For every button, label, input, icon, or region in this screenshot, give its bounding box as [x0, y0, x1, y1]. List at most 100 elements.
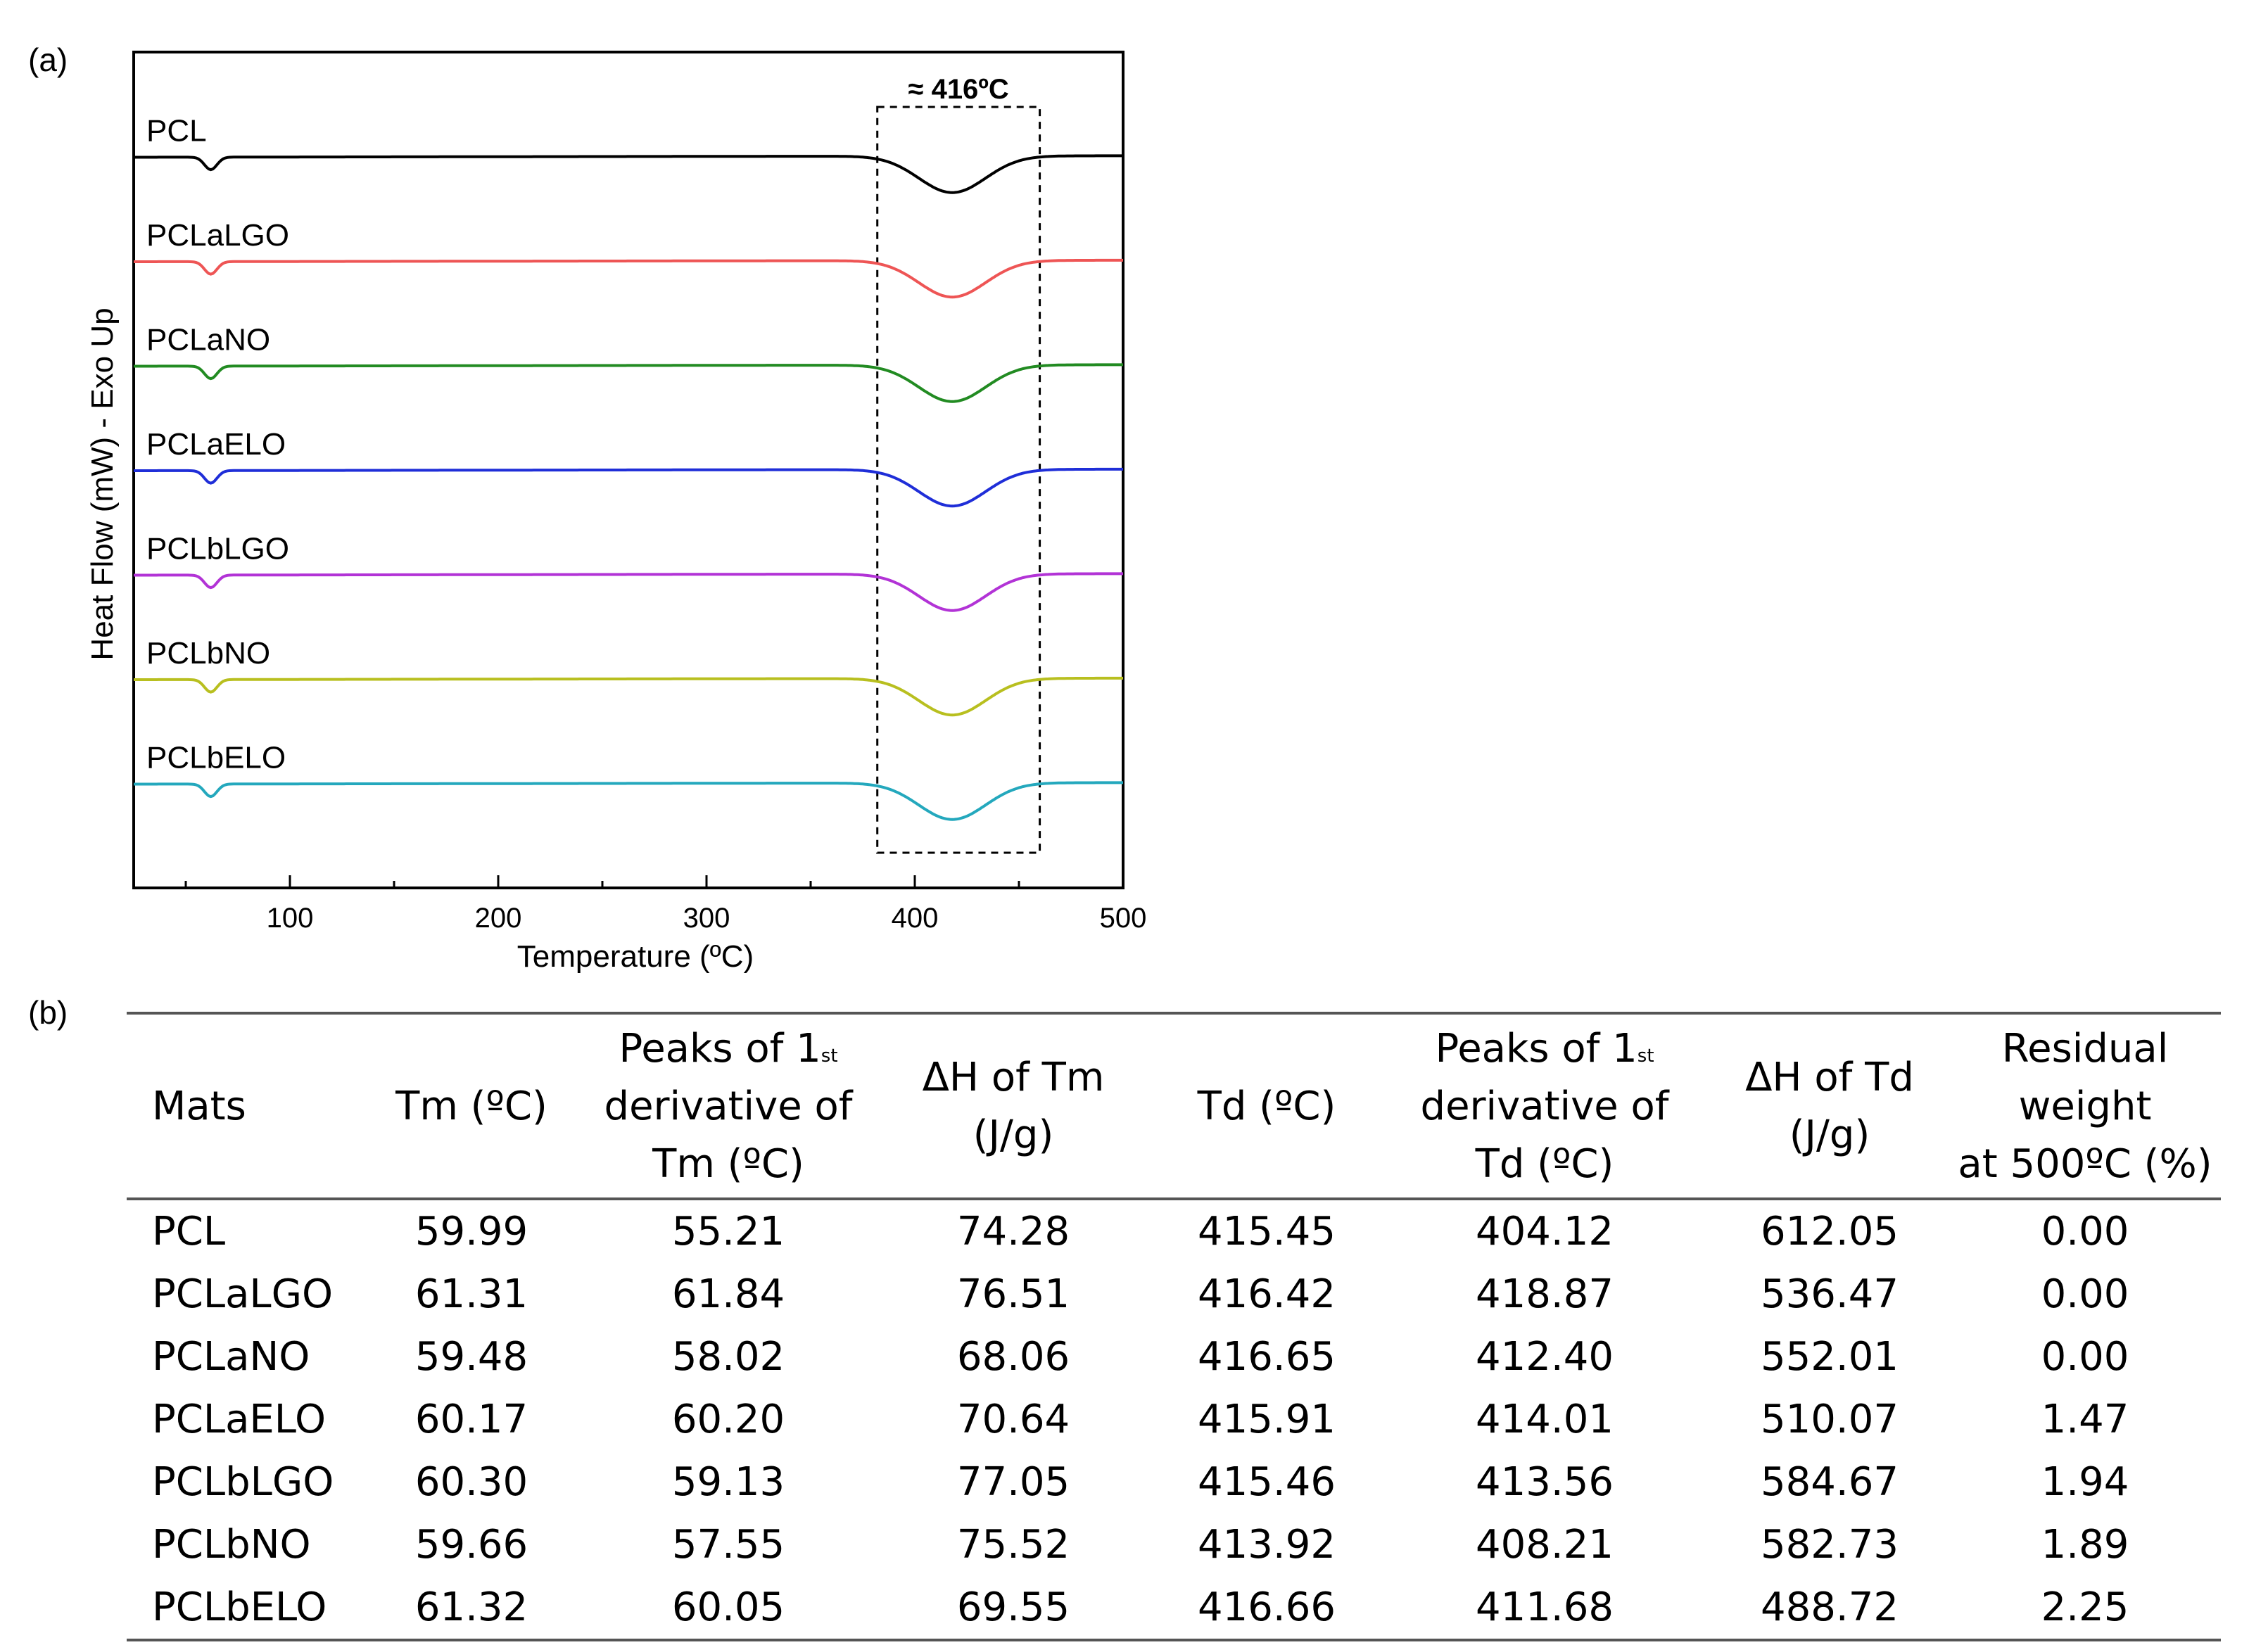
table-cell: 411.68 [1476, 1584, 1614, 1630]
table-cell: 0.00 [2041, 1334, 2129, 1380]
table-cell: 415.45 [1198, 1209, 1336, 1254]
table-cell: 60.20 [671, 1397, 785, 1442]
table-cell: 416.42 [1198, 1271, 1336, 1317]
table-row: PCLbELO 61.32 60.05 69.55 416.66 411.68 488.72… [127, 1576, 2221, 1640]
row-label: PCLaLGO [152, 1271, 334, 1317]
x-tick-label: 500 [1100, 903, 1147, 934]
column-header: Mats [127, 1013, 359, 1199]
table-cell: 2.25 [2041, 1584, 2129, 1630]
x-tick-label: 300 [683, 903, 730, 934]
column-header-line: Td (ºC) [1197, 1084, 1336, 1129]
column-header-line: derivative of [604, 1084, 853, 1129]
series-line-PCL [134, 154, 1123, 194]
column-header-line: Tm (ºC) [652, 1141, 804, 1187]
row-label: PCL [152, 1209, 226, 1254]
table-cell: 59.66 [414, 1522, 528, 1568]
table-cell: 413.92 [1198, 1522, 1336, 1568]
series-label-PCLbLGO: PCLbLGO [146, 532, 289, 566]
table-cell: 1.47 [2041, 1397, 2129, 1442]
series-label-PCLaELO: PCLaELO [146, 427, 286, 462]
x-tick-label: 200 [475, 903, 522, 934]
table-cell: 510.07 [1761, 1397, 1899, 1442]
series-line-PCLaLGO [134, 258, 1123, 299]
column-header-line: (J/g) [973, 1112, 1054, 1158]
row-label: PCLbLGO [152, 1459, 334, 1505]
series-line-PCLaELO [134, 467, 1123, 508]
table-cell: 75.52 [956, 1522, 1070, 1568]
row-label: PCLbELO [152, 1584, 327, 1630]
table-cell: 1.94 [2041, 1459, 2129, 1505]
table-cell: 404.12 [1476, 1209, 1614, 1254]
panel-label-a: (a) [28, 42, 68, 78]
table-cell: 69.55 [956, 1584, 1070, 1630]
x-axis-label: Temperature (ºC) [517, 939, 754, 974]
column-header-line: Peaks of 1 [1435, 1026, 1637, 1072]
column-header-line: Tm (ºC) [395, 1084, 547, 1129]
superscript: st [1637, 1046, 1654, 1067]
table-cell: 0.00 [2041, 1209, 2129, 1254]
series-line-PCLbELO [134, 781, 1123, 821]
column-header-line: ΔH of Td [1745, 1055, 1914, 1100]
column-header: Td (ºC) [1154, 1013, 1379, 1199]
column-header-line: weight [2018, 1084, 2152, 1129]
table-cell: 1.89 [2041, 1522, 2129, 1568]
table-cell: 57.55 [671, 1522, 785, 1568]
column-header-line: Peaks of 1 [619, 1026, 821, 1072]
table-cell: 412.40 [1476, 1334, 1614, 1380]
table-cell: 418.87 [1476, 1271, 1614, 1317]
series-line-PCLbLGO [134, 572, 1123, 612]
table-cell: 70.64 [956, 1397, 1070, 1442]
series-label-PCLaNO: PCLaNO [146, 323, 270, 357]
table-cell: 416.66 [1198, 1584, 1336, 1630]
annotation-label: ≈ 416ºC [908, 74, 1009, 105]
table-header-row: Mats Tm (ºC) Peaks of 1st derivative of Tm (… [127, 1013, 2221, 1199]
table-cell: 76.51 [956, 1271, 1070, 1317]
column-header: ΔH of Tm (J/g) [873, 1013, 1154, 1199]
table-cell: 61.32 [414, 1584, 528, 1630]
series-label-PCLbNO: PCLbNO [146, 636, 270, 671]
column-header-line: Td (ºC) [1475, 1141, 1614, 1187]
row-label: PCLaELO [152, 1397, 327, 1442]
panel-label-b: (b) [28, 994, 68, 1031]
table-cell: 60.05 [671, 1584, 785, 1630]
table-row: PCLaELO 60.17 60.20 70.64 415.91 414.01 510.07… [127, 1388, 2221, 1451]
series-label-PCLbELO: PCLbELO [146, 741, 286, 775]
table-cell: 415.46 [1198, 1459, 1336, 1505]
table-body: PCL 59.99 55.21 74.28 415.45 404.12 612.05 0.00… [127, 1199, 2221, 1640]
row-label: PCLbNO [152, 1522, 311, 1568]
table-cell: 68.06 [956, 1334, 1070, 1380]
table-cell: 60.30 [414, 1459, 528, 1505]
table-cell: 59.99 [414, 1209, 528, 1254]
column-header-line: derivative of [1420, 1084, 1669, 1129]
table-cell: 488.72 [1761, 1584, 1899, 1630]
column-header: Peaks of 1st derivative of Td (ºC) [1379, 1013, 1710, 1199]
table-row: PCLaLGO 61.31 61.84 76.51 416.42 418.87 536.47… [127, 1263, 2221, 1326]
column-header: Tm (ºC) [359, 1013, 584, 1199]
table-cell: 0.00 [2041, 1271, 2129, 1317]
series-line-PCLaNO [134, 363, 1123, 403]
table-cell: 61.84 [671, 1271, 785, 1317]
table-cell: 59.48 [414, 1334, 528, 1380]
table-row: PCLaNO 59.48 58.02 68.06 416.65 412.40 552.01 0… [127, 1326, 2221, 1388]
column-header-line: Residual [2001, 1026, 2169, 1072]
table-row: PCLbLGO 60.30 59.13 77.05 415.46 413.56 584.67… [127, 1451, 2221, 1513]
table-cell: 416.65 [1198, 1334, 1336, 1380]
table-cell: 536.47 [1761, 1271, 1899, 1317]
series-line-PCLbNO [134, 676, 1123, 717]
table-cell: 415.91 [1198, 1397, 1336, 1442]
column-header: Peaks of 1st derivative of Tm (ºC) [584, 1013, 873, 1199]
table-cell: 74.28 [956, 1209, 1070, 1254]
column-header: ΔH of Td (J/g) [1710, 1013, 1949, 1199]
table-row: PCLbNO 59.66 57.55 75.52 413.92 408.21 582.73 1… [127, 1513, 2221, 1576]
y-axis-label: Heat Flow (mW) - Exo Up [85, 307, 120, 660]
series-label-PCL: PCL [146, 114, 207, 148]
table-cell: 59.13 [671, 1459, 785, 1505]
table-cell: 612.05 [1761, 1209, 1899, 1254]
series-label-PCLaLGO: PCLaLGO [146, 218, 289, 253]
column-header-line: (J/g) [1789, 1112, 1870, 1158]
column-header: Residual weight at 500ºC (%) [1949, 1013, 2221, 1199]
table-cell: 414.01 [1476, 1397, 1614, 1442]
table-cell: 55.21 [671, 1209, 785, 1254]
x-tick-label: 100 [267, 903, 314, 934]
column-header-line: at 500ºC (%) [1958, 1141, 2212, 1187]
